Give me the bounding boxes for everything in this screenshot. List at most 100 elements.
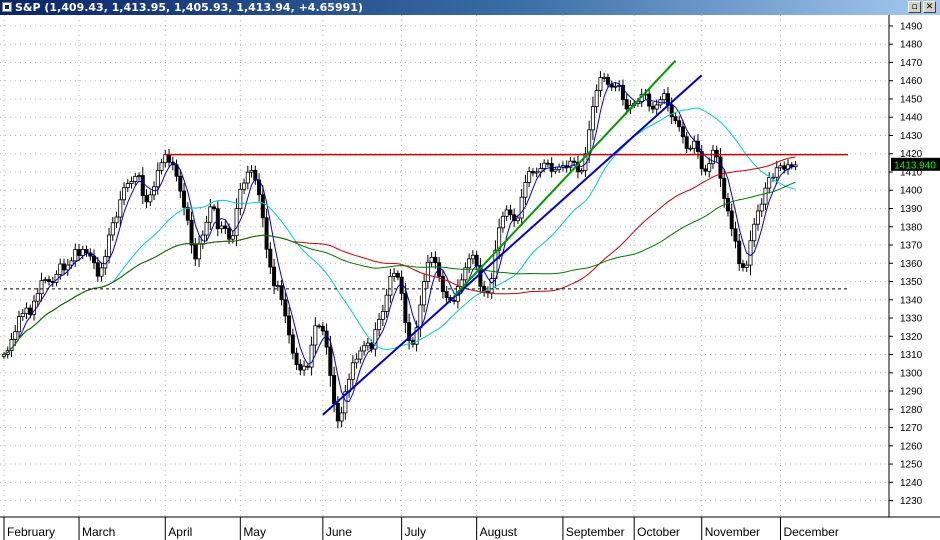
- candle-body: [763, 187, 768, 205]
- x-tick-label: June: [326, 525, 352, 539]
- candle-body: [129, 181, 134, 184]
- candle-body: [144, 195, 149, 203]
- candle-body: [227, 228, 232, 240]
- candle-body: [752, 223, 757, 242]
- candle-body: [684, 136, 689, 149]
- candle-body: [208, 206, 213, 223]
- x-axis: February March April May June July August Septe…: [3, 517, 839, 540]
- candle-body: [508, 209, 513, 216]
- price-chart[interactable]: 1230 1240 1250 1260 1270 1280 1290 1300 1310 1320…: [0, 15, 940, 540]
- candle-body: [534, 171, 539, 174]
- candle-body: [317, 325, 322, 328]
- candle-body: [2, 354, 7, 357]
- candle-body: [200, 234, 205, 245]
- candle-body: [414, 327, 419, 345]
- candle-body: [740, 263, 745, 268]
- title-bar: S&P (1,409.43, 1,413.95, 1,405.93, 1,413…: [0, 0, 940, 15]
- candle-body: [328, 346, 333, 376]
- y-tick-label: 1420: [900, 149, 923, 160]
- candle-body: [673, 116, 678, 122]
- candle-body: [572, 160, 577, 163]
- candle-body: [118, 199, 123, 218]
- candle-body: [568, 160, 573, 168]
- y-tick-label: 1300: [900, 368, 923, 379]
- candle-body: [178, 175, 183, 192]
- candle-body: [429, 256, 434, 263]
- trend-line-4: [453, 59, 677, 297]
- x-tick-label: March: [82, 525, 115, 539]
- candle-body: [294, 352, 299, 365]
- candle-body: [122, 187, 127, 201]
- y-tick-label: 1370: [900, 241, 923, 252]
- candle-body: [598, 77, 603, 91]
- candle-body: [474, 254, 479, 266]
- candle-body: [24, 307, 29, 314]
- candle-body: [20, 312, 25, 318]
- candle-body: [107, 234, 112, 257]
- candle-body: [703, 168, 708, 172]
- candle-body: [80, 249, 85, 256]
- candle-body: [350, 362, 355, 380]
- candle-body: [264, 217, 269, 250]
- y-tick-label: 1380: [900, 222, 923, 233]
- close-button[interactable]: ✕: [923, 1, 936, 13]
- candle-body: [47, 279, 52, 282]
- candle-body: [182, 190, 187, 208]
- x-tick-label: November: [705, 525, 760, 539]
- candle-body: [230, 235, 235, 240]
- candle-body: [193, 244, 198, 260]
- candle-body: [613, 85, 618, 88]
- y-tick-label: 1450: [900, 94, 923, 105]
- y-tick-label: 1280: [900, 405, 923, 416]
- candle-body: [497, 227, 502, 251]
- candle-body: [242, 182, 247, 190]
- x-tick-label: April: [168, 525, 192, 539]
- candle-body: [759, 203, 764, 212]
- candle-body: [650, 105, 655, 110]
- y-tick-label: 1410: [900, 167, 923, 178]
- candle-body: [662, 93, 667, 101]
- y-tick-label: 1290: [900, 387, 923, 398]
- candle-body: [725, 198, 730, 212]
- candle-body: [95, 262, 100, 277]
- candle-body: [624, 99, 629, 110]
- window-title: S&P (1,409.43, 1,413.95, 1,405.93, 1,413…: [15, 1, 363, 14]
- candle-body: [519, 196, 524, 219]
- candle-body: [778, 165, 783, 169]
- candle-body: [114, 216, 119, 224]
- candle-body: [692, 140, 697, 149]
- candle-body: [73, 249, 78, 262]
- candle-body: [377, 319, 382, 331]
- candle-body: [197, 243, 202, 260]
- y-tick-label: 1250: [900, 460, 923, 471]
- candle-body: [384, 294, 389, 312]
- candle-body: [729, 210, 734, 230]
- candle-body: [324, 330, 329, 348]
- candle-body: [744, 264, 749, 268]
- candle-body: [272, 266, 277, 287]
- candle-body: [189, 219, 194, 246]
- restore-button[interactable]: ▫: [908, 1, 921, 13]
- chart-window-icon[interactable]: [2, 2, 12, 12]
- candle-body: [515, 217, 520, 222]
- candle-body: [654, 104, 659, 110]
- candle-body: [602, 76, 607, 79]
- x-tick-label: December: [783, 525, 838, 539]
- candle-body: [470, 254, 475, 260]
- candle-body: [373, 329, 378, 350]
- y-tick-label: 1230: [900, 496, 923, 507]
- y-tick-label: 1260: [900, 441, 923, 452]
- candle-body: [677, 120, 682, 128]
- candle-body: [238, 188, 243, 210]
- candle-body: [249, 170, 254, 173]
- y-tick-label: 1270: [900, 423, 923, 434]
- candle-body: [110, 222, 115, 236]
- candle-body: [688, 147, 693, 150]
- candle-body: [302, 365, 307, 371]
- candle-body: [620, 84, 625, 101]
- candle-body: [718, 156, 723, 179]
- candle-body: [767, 177, 772, 189]
- candle-body: [35, 293, 40, 302]
- candle-body: [268, 248, 273, 268]
- y-tick-label: 1310: [900, 350, 923, 361]
